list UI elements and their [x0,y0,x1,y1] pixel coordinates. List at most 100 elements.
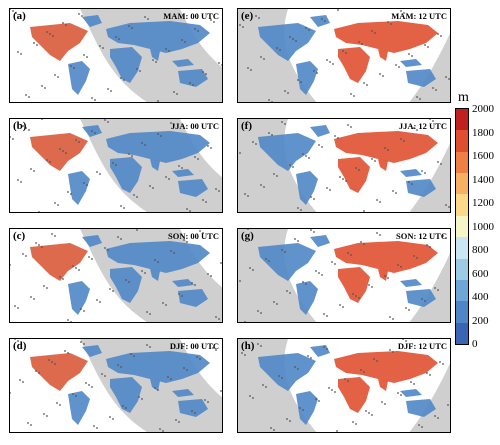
station-dot [141,398,143,400]
station-dot [263,186,265,188]
station-dot [123,79,125,81]
colorbar-tick-label: 0 [472,338,478,350]
station-dot [17,51,19,53]
station-dot [331,389,333,391]
continent [400,279,422,287]
station-dot [318,400,320,402]
station-dot [36,44,38,46]
continent [106,351,210,383]
station-dot [336,430,338,432]
station-dot [347,252,349,254]
continent [338,157,370,193]
station-dot [146,311,148,313]
station-dot [257,343,259,345]
station-dot [308,29,310,31]
station-dot [294,238,296,240]
station-dot [361,43,363,45]
station-dot [350,126,352,128]
station-dot [112,162,114,164]
continent [68,61,90,95]
colorbar-tick-label: 600 [472,267,489,280]
station-dot [371,286,373,288]
station-dot [313,198,315,200]
station-dot [128,281,130,283]
station-dot [363,210,365,212]
station-dot [14,339,16,340]
map-d [10,339,222,432]
station-dot [197,158,199,160]
station-dot [334,263,336,265]
colorbar-segment [456,151,468,174]
station-dot [271,101,273,102]
colorbar-tick-label: 200 [472,314,489,327]
continent [106,241,210,273]
continent [82,235,102,247]
station-dot [107,249,109,251]
station-dot [297,79,299,81]
station-dot [260,312,262,314]
station-dot [25,127,27,129]
continent [334,21,438,53]
continent [178,69,208,87]
station-dot [247,67,249,69]
map-panel-g: (g) SON: 12 UTC [237,228,451,323]
continent [310,235,330,247]
station-dot [215,316,217,318]
colorbar-segment [456,173,468,195]
station-dot [91,130,93,132]
station-dot [210,19,212,21]
station-dot [192,84,194,86]
station-dot [408,309,410,311]
station-dot [244,193,246,195]
continent [258,23,316,61]
continent [258,243,316,281]
station-dot [22,381,24,383]
station-dot [363,371,365,373]
station-dot [125,407,127,409]
station-dot [199,230,201,232]
station-dot [138,396,140,398]
station-dot [80,308,82,310]
colorbar-segment [456,237,468,259]
station-dot [101,373,103,375]
continent [150,379,160,391]
station-dot [183,239,185,241]
continent [310,345,330,357]
station-dot [252,269,254,271]
station-dot [334,135,336,137]
station-dot [326,187,328,189]
station-dot [286,290,288,292]
station-dot [67,191,69,193]
station-dot [194,28,196,30]
station-dot [57,76,59,78]
station-dot [265,386,267,388]
station-dot [258,17,260,19]
station-dot [17,340,19,342]
station-dot [35,242,37,244]
station-dot [313,231,315,233]
station-dot [54,235,56,237]
station-dot [35,370,37,372]
station-dot [302,281,304,283]
station-dot [255,143,257,145]
station-dot [194,412,196,414]
map-panel-b: (b) JJA: 00 UTC [9,118,223,213]
station-dot [329,189,331,191]
station-dot [252,141,254,143]
station-dot [115,36,117,38]
station-dot [360,241,362,243]
station-dot [149,313,151,315]
station-dot [120,77,122,79]
station-dot [10,136,11,138]
station-dot [371,158,373,160]
station-dot [289,36,291,38]
station-dot [321,18,323,20]
station-dot [392,351,394,353]
station-dot [249,267,251,269]
station-dot [295,40,297,42]
station-dot [315,398,317,400]
station-dot [99,301,101,303]
colorbar-tick-label: 1200 [472,197,494,209]
station-dot [218,318,220,320]
continent [334,351,438,383]
